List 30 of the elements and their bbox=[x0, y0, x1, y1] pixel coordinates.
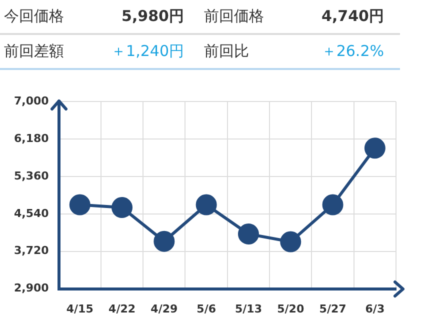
text: 前回価格 bbox=[203, 7, 265, 26]
x-tick-label: 4/15 bbox=[66, 302, 94, 316]
x-tick-label: 4/29 bbox=[150, 302, 178, 316]
point bbox=[196, 194, 217, 216]
y-tick-label: 4,540 bbox=[14, 206, 50, 220]
text: 4,740円 bbox=[320, 7, 385, 26]
text: 5,980円 bbox=[120, 7, 185, 26]
y-tick-label: 3,720 bbox=[14, 244, 50, 258]
text: 今回価格 bbox=[3, 7, 65, 26]
point bbox=[322, 194, 344, 216]
x-tick-label: 5/20 bbox=[277, 302, 304, 316]
x-tick-label: 5/6 bbox=[196, 302, 216, 316]
point bbox=[238, 224, 259, 245]
point bbox=[364, 138, 386, 159]
point bbox=[280, 231, 302, 252]
x-tick-label: 4/22 bbox=[108, 302, 136, 316]
text: ＋26.2% bbox=[320, 42, 385, 61]
y-tick-label: 7,000 bbox=[14, 94, 50, 108]
x-tick-label: 5/13 bbox=[234, 302, 262, 316]
text: ＋1,240円 bbox=[110, 42, 185, 61]
y-tick-label: 2,900 bbox=[14, 282, 50, 295]
point bbox=[69, 194, 90, 216]
text: 前回差額 bbox=[3, 42, 65, 61]
x-tick-label: 6/3 bbox=[365, 302, 385, 316]
x-tick-label: 5/27 bbox=[319, 302, 346, 316]
y-tick-label: 6,180 bbox=[14, 132, 50, 145]
point bbox=[154, 230, 175, 252]
text: 前回比 bbox=[203, 42, 250, 61]
point bbox=[112, 197, 133, 218]
y-tick-label: 5,360 bbox=[14, 169, 50, 182]
